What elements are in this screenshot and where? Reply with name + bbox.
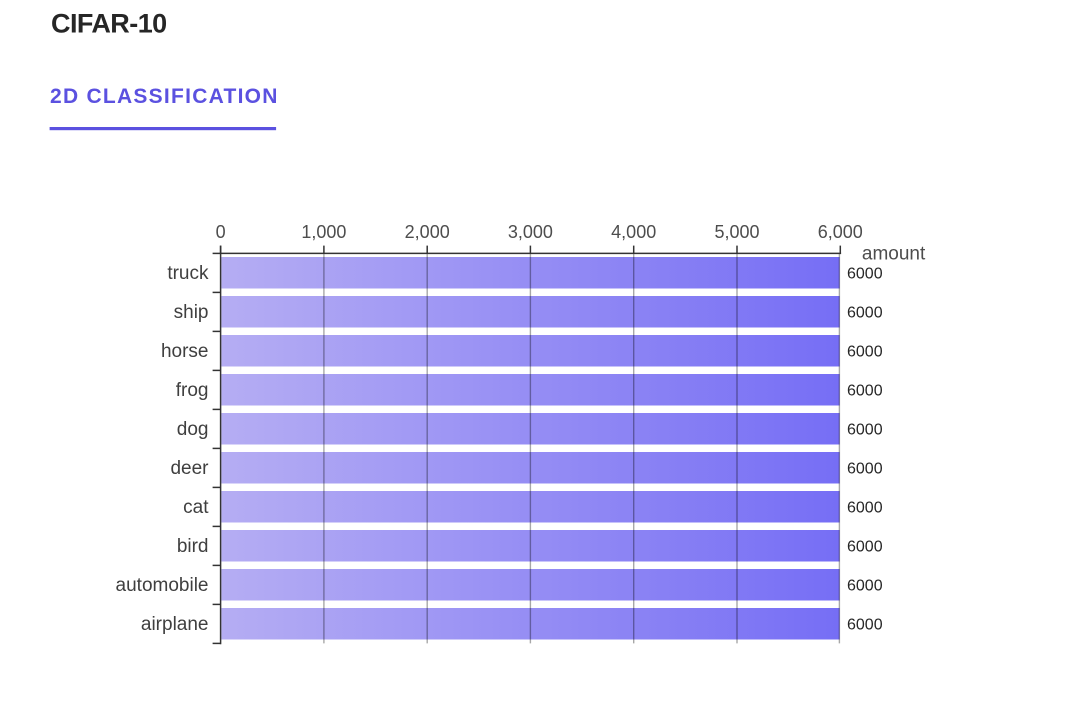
svg-text:6000: 6000 bbox=[847, 305, 883, 322]
svg-text:6000: 6000 bbox=[847, 383, 883, 400]
svg-text:deer: deer bbox=[170, 458, 209, 479]
svg-text:horse: horse bbox=[161, 341, 209, 362]
svg-text:bird: bird bbox=[177, 536, 209, 557]
svg-text:CIFAR-10: CIFAR-10 bbox=[51, 9, 167, 39]
svg-text:0: 0 bbox=[216, 222, 226, 242]
svg-text:airplane: airplane bbox=[141, 614, 209, 635]
svg-text:6000: 6000 bbox=[847, 617, 883, 634]
svg-text:4,000: 4,000 bbox=[611, 222, 656, 242]
svg-text:6,000: 6,000 bbox=[818, 222, 863, 242]
svg-text:2,000: 2,000 bbox=[405, 222, 450, 242]
svg-text:truck: truck bbox=[167, 263, 209, 284]
svg-text:6000: 6000 bbox=[847, 578, 883, 595]
svg-text:amount: amount bbox=[862, 244, 926, 265]
svg-text:1,000: 1,000 bbox=[301, 222, 346, 242]
svg-text:6000: 6000 bbox=[847, 344, 883, 361]
svg-text:dog: dog bbox=[177, 419, 209, 440]
svg-text:6000: 6000 bbox=[847, 500, 883, 517]
svg-text:3,000: 3,000 bbox=[508, 222, 553, 242]
svg-text:5,000: 5,000 bbox=[714, 222, 759, 242]
svg-text:6000: 6000 bbox=[847, 266, 883, 283]
svg-text:cat: cat bbox=[183, 497, 209, 518]
svg-text:automobile: automobile bbox=[116, 575, 209, 596]
svg-text:6000: 6000 bbox=[847, 422, 883, 439]
svg-text:ship: ship bbox=[174, 302, 209, 323]
svg-text:6000: 6000 bbox=[847, 539, 883, 556]
svg-text:frog: frog bbox=[176, 380, 209, 401]
svg-text:2D CLASSIFICATION: 2D CLASSIFICATION bbox=[50, 85, 279, 108]
svg-text:6000: 6000 bbox=[847, 461, 883, 478]
